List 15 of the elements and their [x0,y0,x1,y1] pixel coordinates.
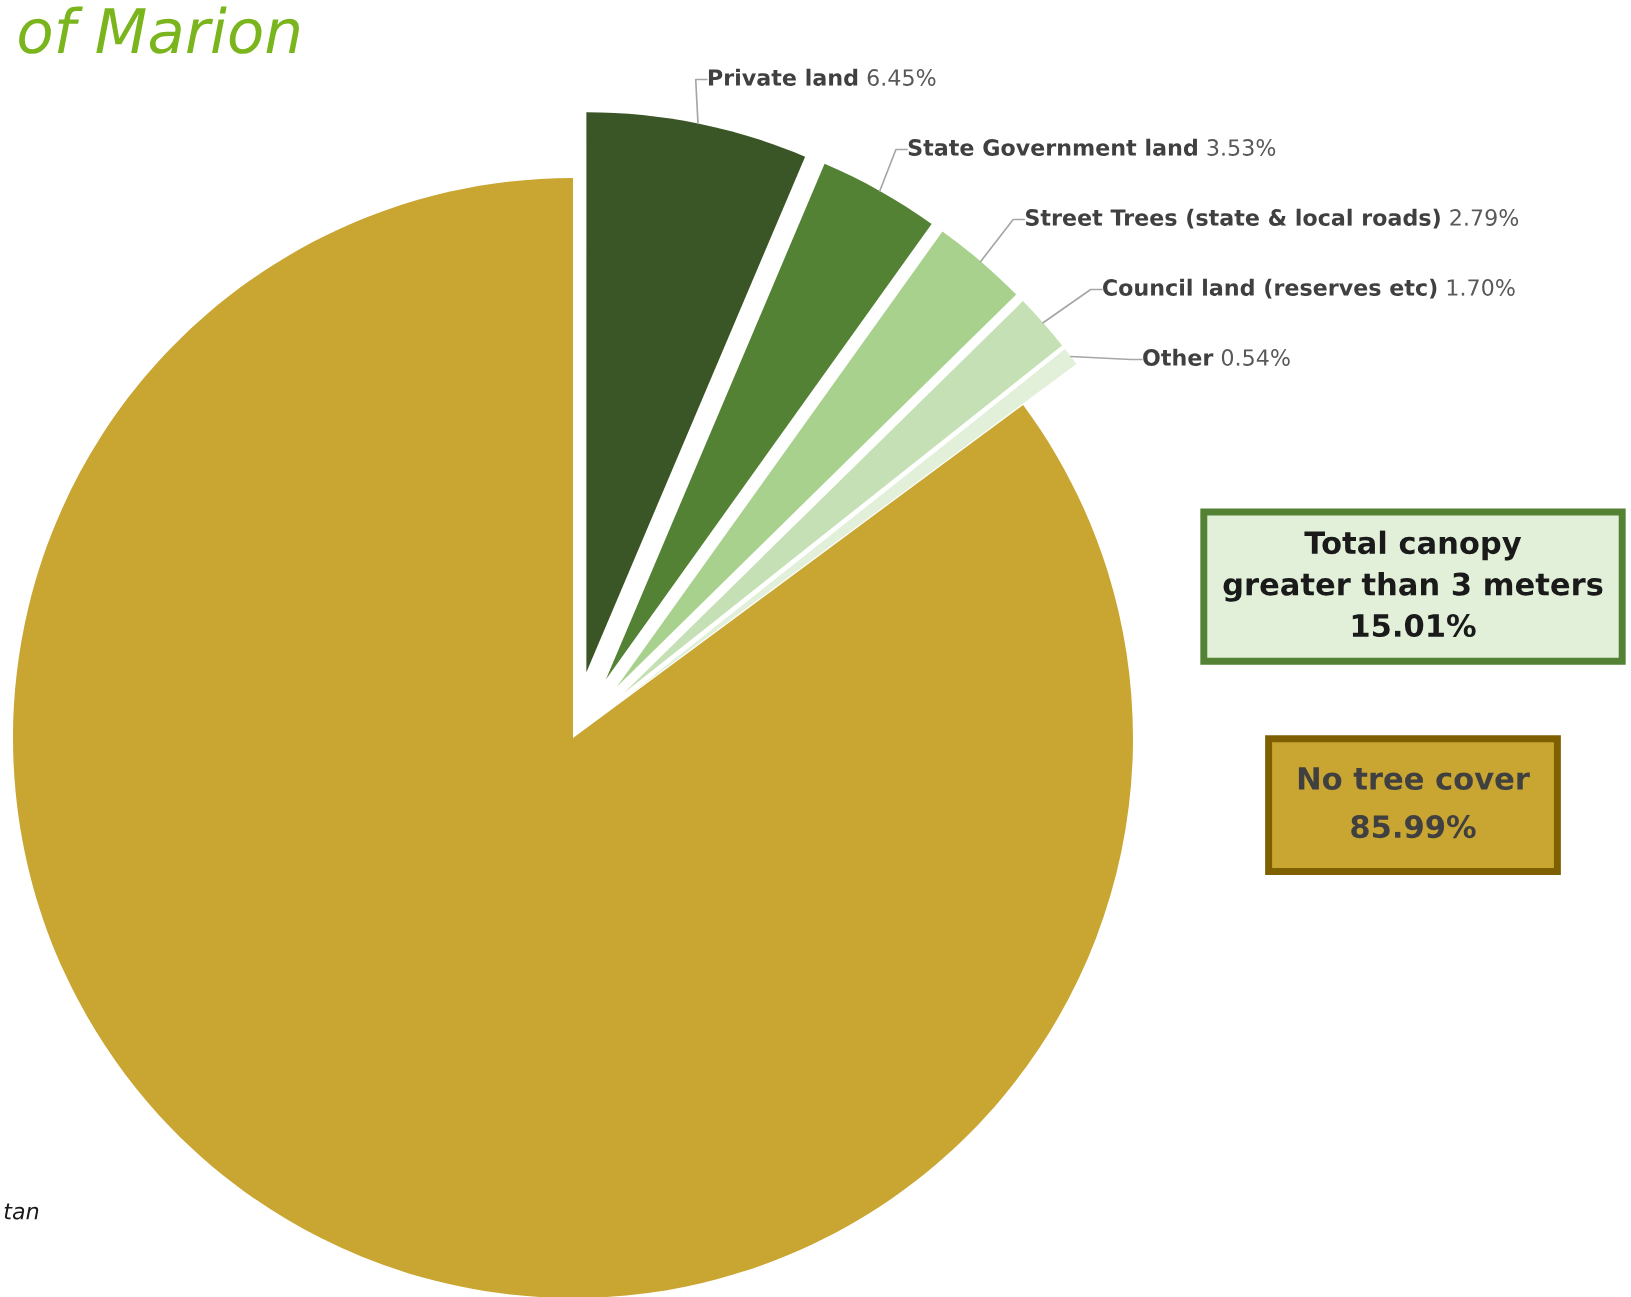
data-label: 2.79% [1450,209,1519,226]
data-label: 3.53% [1207,139,1276,156]
text: Total canopy greater than 3 meters 15.01% [1223,530,1603,638]
slice-label: Other [1143,348,1214,366]
data-label: 1.70% [1447,279,1515,296]
slice-label: Council land (reserves etc) [1102,278,1437,299]
data-label: 85.99% [1351,815,1476,839]
data-label: 0.54% [1221,349,1290,366]
slice-label: Street Trees (state & local roads) [1025,208,1440,229]
data-label: 6.45% [867,69,936,86]
text: tan [4,1203,39,1220]
slice-label: State Government land [908,138,1197,156]
chart-title: of Marion [19,6,299,54]
slice-label: Private land [708,68,858,86]
slice-label: No tree cover [1298,767,1530,790]
